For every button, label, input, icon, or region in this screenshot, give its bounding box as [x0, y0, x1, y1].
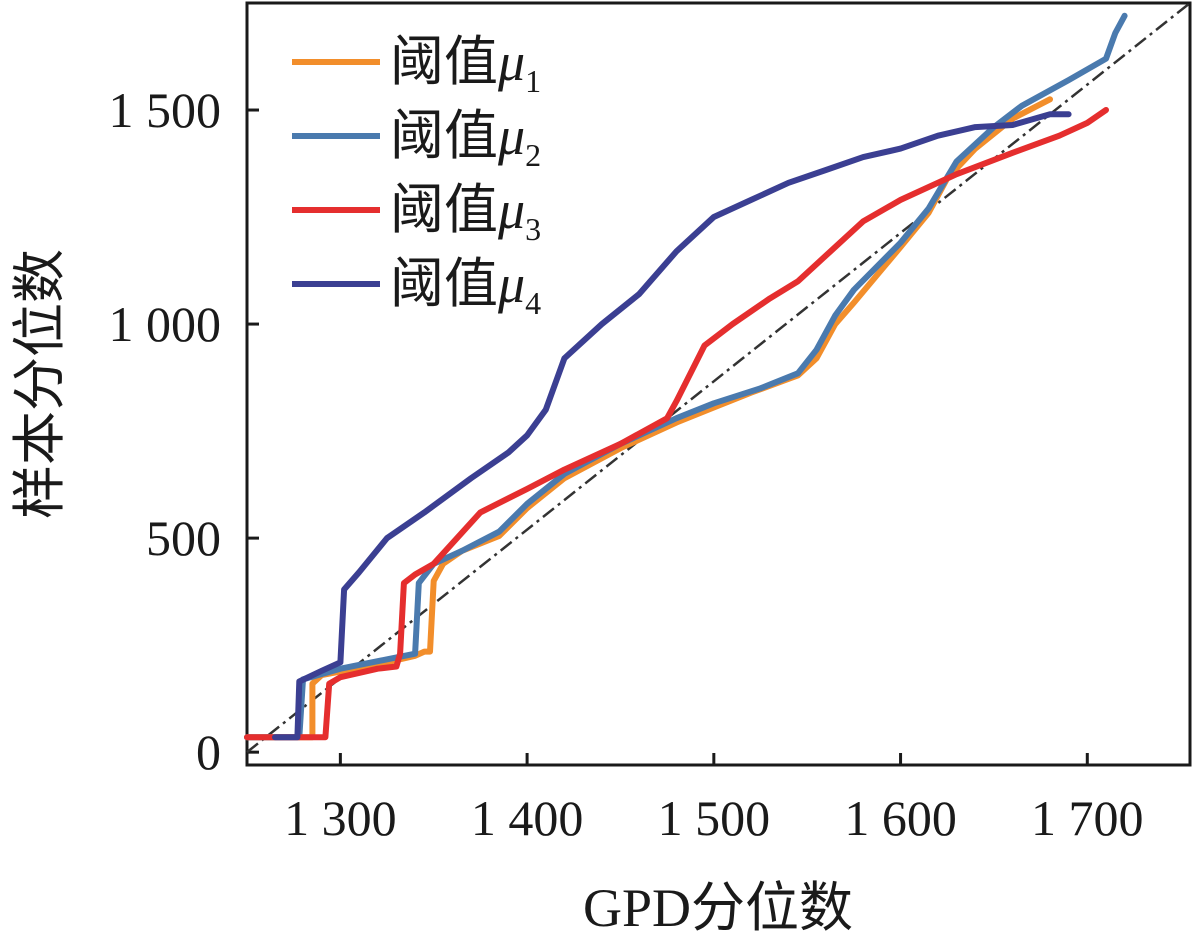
x-axis-title: GPD分位数	[583, 878, 853, 938]
x-tick-label: 1 400	[471, 790, 584, 846]
x-tick-label: 1 300	[284, 790, 397, 846]
legend-name: 阈值	[390, 180, 498, 240]
legend-label-3: 阈值μ3	[390, 180, 541, 247]
y-tick-label: 1 500	[109, 82, 222, 138]
y-axis-ticks: 0 500 1 000 1 500	[109, 82, 259, 780]
series-line-2	[244, 12, 1128, 741]
x-tick-label: 1 700	[1031, 790, 1144, 846]
y-tick-label: 1 000	[109, 296, 222, 352]
legend-subscript: 3	[525, 211, 541, 247]
series-line-1	[244, 96, 1053, 741]
y-tick-label: 500	[146, 510, 221, 566]
legend-name: 阈值	[390, 32, 498, 92]
legend-symbol: μ	[497, 180, 525, 240]
legend-symbol: μ	[497, 32, 525, 92]
legend-subscript: 4	[525, 285, 541, 321]
legend-symbol: μ	[497, 254, 525, 314]
legend-label-1: 阈值μ1	[390, 32, 541, 99]
x-tick-label: 1 500	[658, 790, 771, 846]
series-line-4	[272, 111, 1072, 741]
legend-label-2: 阈值μ2	[390, 106, 541, 173]
legend-name: 阈值	[390, 254, 498, 314]
x-axis-ticks: 1 300 1 400 1 500 1 600 1 700	[284, 753, 1144, 846]
y-tick-label: 0	[196, 724, 221, 780]
series-lines	[244, 12, 1128, 741]
legend-subscript: 2	[525, 137, 541, 173]
y-axis-title: 样本分位数	[10, 249, 70, 519]
legend-symbol: μ	[497, 106, 525, 166]
legend-label-4: 阈值μ4	[390, 254, 541, 321]
plot-area: 1 300 1 400 1 500 1 600 1 700 0 500 1 000 1 500	[109, 1, 1192, 846]
x-tick-label: 1 600	[844, 790, 957, 846]
legend-subscript: 1	[525, 63, 541, 99]
legend-name: 阈值	[390, 106, 498, 166]
plot-frame	[245, 1, 1192, 767]
series-line-3	[244, 107, 1109, 741]
